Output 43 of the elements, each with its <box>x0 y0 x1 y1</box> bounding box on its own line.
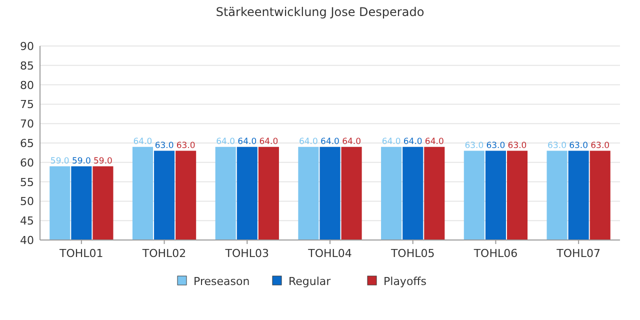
data-label: 59.0 <box>50 156 70 166</box>
y-tick-label: 70 <box>20 118 34 131</box>
data-label: 64.0 <box>238 136 257 147</box>
x-tick-label: TOHL05 <box>390 247 435 260</box>
data-label: 63.0 <box>176 140 196 151</box>
x-tick-label: TOHL07 <box>556 247 600 260</box>
y-tick-label: 90 <box>20 40 34 53</box>
y-tick-label: 80 <box>20 78 34 92</box>
data-label: 64.0 <box>259 136 278 147</box>
legend-label: Playoffs <box>384 275 427 288</box>
y-tick-label: 65 <box>20 137 34 150</box>
x-tick-label: TOHL06 <box>472 247 518 260</box>
data-label: 64.0 <box>320 136 340 147</box>
x-tick-label: TOHL02 <box>141 247 186 260</box>
data-label: 64.0 <box>342 136 362 147</box>
x-tick-label: TOHL01 <box>58 247 104 260</box>
data-label: 63.0 <box>548 140 566 151</box>
x-tick-label: TOHL03 <box>224 247 270 260</box>
data-label: 64.0 <box>382 136 401 147</box>
y-tick-label: 75 <box>20 98 34 112</box>
x-tick-label: TOHL04 <box>307 247 352 260</box>
y-tick-label: 50 <box>20 195 34 208</box>
data-label: 64.0 <box>133 136 152 147</box>
y-tick-label: 85 <box>20 59 34 72</box>
legend-label: Preseason <box>194 275 250 288</box>
y-tick-label: 45 <box>20 214 34 228</box>
legend-label: Regular <box>288 275 332 288</box>
data-label: 64.0 <box>216 136 236 147</box>
data-label: 59.0 <box>94 156 112 166</box>
data-label: 59.0 <box>72 156 91 166</box>
data-label: 64.0 <box>298 136 318 147</box>
data-label: 64.0 <box>403 136 422 147</box>
data-label: 63.0 <box>486 140 506 151</box>
y-tick-label: 60 <box>20 156 34 170</box>
data-label: 63.0 <box>464 140 484 151</box>
chart-title: Stärkeentwicklung Jose Desperado <box>216 5 424 19</box>
y-tick-label: 55 <box>20 176 34 189</box>
data-label: 63.0 <box>508 140 527 151</box>
data-label: 63.0 <box>154 140 174 151</box>
data-label: 63.0 <box>569 140 588 151</box>
data-label: 64.0 <box>424 136 444 147</box>
data-label: 63.0 <box>590 140 610 151</box>
y-tick-label: 40 <box>20 234 34 247</box>
